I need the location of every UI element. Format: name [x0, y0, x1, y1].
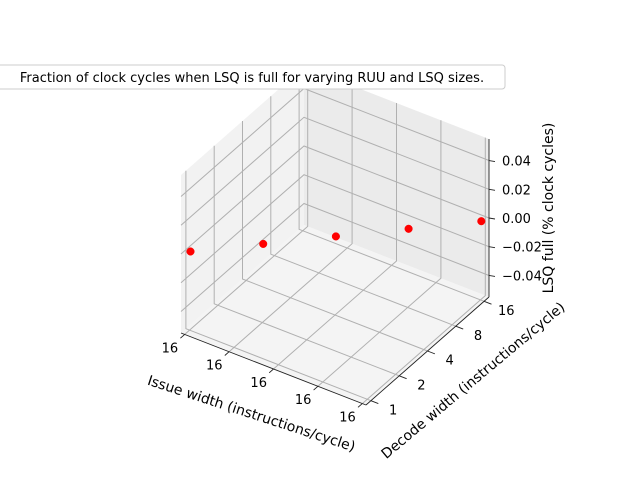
- chart-title: Fraction of clock cycles when LSQ is ful…: [0, 64, 506, 90]
- x-tick: [268, 368, 274, 374]
- z-tick: [488, 246, 496, 249]
- grid-line-y: [213, 145, 400, 377]
- grid-line-y: [270, 96, 456, 327]
- x-tick: [224, 351, 230, 356]
- z-axis-label: LSQ full (% clock cycles): [541, 123, 557, 294]
- data-points: [186, 217, 486, 256]
- grid-line-x: [273, 103, 397, 370]
- data-point: [186, 247, 195, 256]
- z-tick-label: −0.02: [502, 241, 542, 256]
- z-tick-label: 0.00: [502, 212, 531, 227]
- x-tick-label: 16: [339, 411, 356, 426]
- tick-marks: [180, 160, 496, 408]
- y-tick-label: 16: [498, 304, 515, 319]
- data-point: [259, 239, 268, 248]
- grid-line-y: [298, 71, 485, 302]
- grid-line-z: [180, 174, 490, 284]
- grid-lines: [180, 68, 490, 404]
- y-tick: [370, 400, 379, 404]
- grid-line-x: [184, 68, 309, 335]
- y-tick-label: 1: [389, 403, 397, 418]
- z-tick: [488, 160, 496, 162]
- z-tick-label: 0.02: [502, 183, 531, 198]
- grid-line-z: [180, 202, 490, 312]
- data-point: [404, 224, 413, 233]
- x-tick-label: 16: [250, 376, 267, 391]
- x-tick-label: 16: [295, 393, 312, 408]
- z-tick: [488, 188, 496, 191]
- y-tick: [399, 375, 407, 380]
- x-tick: [313, 385, 319, 391]
- y-tick: [455, 325, 464, 330]
- x-tick: [357, 403, 363, 408]
- y-tick: [483, 300, 492, 305]
- z-tick: [488, 275, 496, 277]
- chart-title-text: Fraction of clock cycles when LSQ is ful…: [20, 71, 484, 86]
- tick-labels: 16 16 16 16 16 1 2 4 8 16 −0.04 −0.02 0.00 0.02 0.04: [162, 155, 542, 426]
- x-tick-label: 16: [206, 359, 223, 374]
- y-tick-label: 2: [417, 379, 425, 394]
- grid-line-y: [185, 170, 372, 402]
- z-tick-label: −0.04: [502, 270, 542, 285]
- y-tick-label: 4: [446, 354, 454, 369]
- y-tick-label: 8: [474, 329, 482, 344]
- grid-line-x: [228, 85, 353, 353]
- grid-line-y: [242, 121, 428, 352]
- title-frame: [0, 64, 506, 90]
- grid-line-z: [180, 116, 490, 226]
- grid-line-x: [361, 137, 486, 404]
- z-tick: [488, 217, 496, 220]
- y-tick: [427, 350, 436, 355]
- grid-line-z: [180, 145, 490, 255]
- x-tick: [180, 334, 185, 339]
- data-point: [331, 232, 340, 241]
- z-tick-label: 0.04: [502, 155, 531, 170]
- data-point: [477, 217, 486, 226]
- grid-line-x: [317, 120, 442, 387]
- x-tick-label: 16: [162, 341, 179, 356]
